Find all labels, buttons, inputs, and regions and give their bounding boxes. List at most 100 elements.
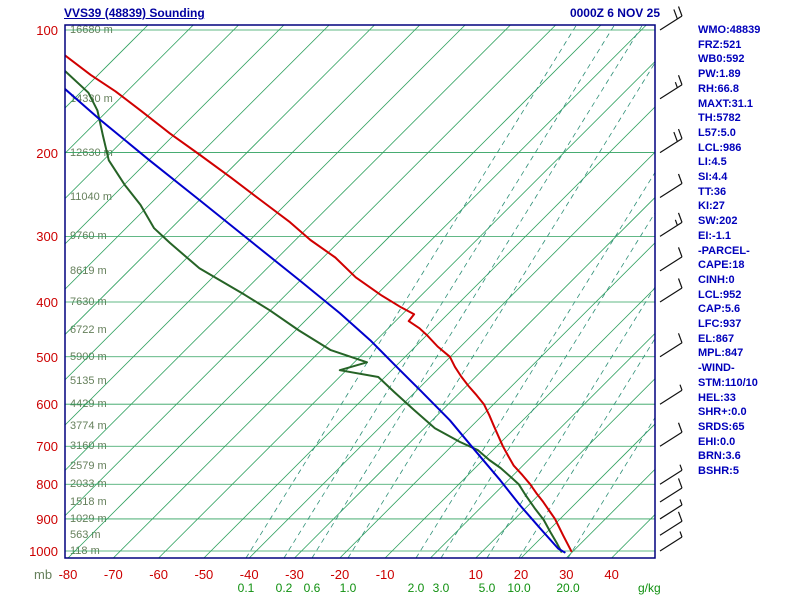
mix-ratio-label: 0.1: [237, 581, 255, 595]
height-label: 3774 m: [70, 419, 107, 432]
height-label: 1518 m: [70, 495, 107, 508]
wind-barb: [659, 531, 683, 552]
wind-barb: [659, 384, 683, 405]
temp-tick-label: -60: [149, 567, 168, 582]
stat-line: -PARCEL-: [698, 244, 750, 257]
stat-line: PW:1.89: [698, 68, 741, 81]
temp-tick-label: -10: [375, 567, 395, 582]
wind-barb: [659, 128, 683, 154]
wind-barb: [659, 247, 683, 272]
stat-line: FRZ:521: [698, 38, 742, 51]
stat-line: STM:110/10: [698, 376, 758, 389]
pressure-tick-label: 200: [36, 145, 58, 161]
stat-line: LCL:952: [698, 288, 742, 301]
stat-line: -WIND-: [698, 362, 735, 375]
pressure-tick-label: 400: [36, 295, 58, 310]
height-label: 14330 m: [70, 92, 113, 105]
height-label: 563 m: [70, 529, 101, 542]
stat-line: CAP:5.6: [698, 303, 741, 316]
temp-tick-label: -20: [330, 567, 350, 582]
mix-ratio-label: 3.0: [432, 581, 450, 595]
height-label: 2579 m: [70, 459, 107, 472]
height-label: 2033 m: [70, 478, 107, 491]
page-title: VVS39 (48839) Sounding: [64, 6, 205, 20]
stat-line: SI:4.4: [698, 171, 728, 184]
wind-barb: [659, 173, 683, 198]
stats-panel: WMO:48839 FRZ:521 WB0:592 PW:1.89 RH:66.8 MAX…: [698, 23, 798, 479]
pressure-tick-label: 100: [36, 23, 58, 38]
pressure-tick-label: 500: [36, 349, 58, 365]
mix-ratio-label: 1.0: [339, 581, 357, 595]
stat-line: WB0:592: [698, 53, 745, 66]
temp-tick-label: 30: [559, 567, 574, 582]
mix-ratio-label: 0.2: [275, 581, 293, 595]
wind-barb: [659, 333, 683, 358]
height-label: 16680 m: [70, 24, 113, 36]
stat-line: KI:27: [698, 200, 725, 213]
temp-tick-label: -50: [194, 567, 214, 582]
curve-wetbulb: [65, 87, 566, 554]
stat-line: EHI:0.0: [698, 435, 736, 448]
wind-barb: [659, 464, 683, 485]
stat-line: EI:-1.1: [698, 229, 732, 242]
mix-ratio-label: 2.0: [407, 581, 425, 595]
stat-line: LI:4.5: [698, 156, 727, 169]
sounding-datetime: 0000Z 6 NOV 25: [569, 6, 660, 20]
height-label: 7630 m: [70, 296, 107, 308]
height-label: 12630 m: [70, 146, 113, 159]
pressure-unit-label: mb: [34, 567, 53, 582]
curve-temperature: [65, 54, 573, 553]
temp-tick-label: -30: [285, 567, 304, 582]
stat-line: TH:5782: [698, 112, 741, 125]
temp-tick-label: -80: [58, 567, 78, 582]
height-label: 3160 m: [70, 440, 107, 453]
height-label: 8619 m: [70, 264, 107, 277]
mixing-unit-label: g/kg: [638, 581, 661, 595]
stat-line: CAPE:18: [698, 259, 745, 272]
mix-ratio-label: 5.0: [478, 581, 496, 595]
pressure-tick-label: 900: [36, 511, 58, 527]
height-label: 11040 m: [70, 191, 112, 204]
temp-tick-label: 10: [468, 567, 483, 582]
height-label: 5900 m: [70, 350, 107, 363]
pressure-tick-label: 600: [36, 397, 58, 413]
stat-line: MPL:847: [698, 347, 744, 360]
wind-barb: [659, 212, 683, 237]
wind-barb: [659, 511, 683, 536]
pressure-tick-label: 1000: [29, 544, 58, 559]
temp-tick-label: -70: [103, 567, 123, 582]
pressure-tick-label: 800: [36, 477, 58, 493]
stat-line: LFC:937: [698, 318, 742, 331]
temp-tick-label: -40: [239, 567, 259, 582]
wind-barb: [659, 422, 683, 447]
stat-line: SW:202: [698, 215, 738, 228]
stat-line: MAXT:31.1: [698, 97, 754, 110]
stat-line: SRDS:65: [698, 420, 745, 433]
temp-tick-label: 20: [513, 567, 529, 582]
stat-line: BRN:3.6: [698, 450, 741, 463]
stat-line: WMO:48839: [698, 24, 761, 36]
wind-barb: [659, 499, 683, 520]
height-label: 9760 m: [70, 230, 107, 243]
wind-barb: [659, 6, 683, 31]
curve-dewpoint: [65, 69, 563, 553]
mix-ratio-label: 20.0: [556, 581, 580, 595]
stat-line: TT:36: [698, 185, 727, 198]
wind-barb: [659, 75, 683, 100]
stat-line: BSHR:5: [698, 465, 739, 478]
wind-barb: [659, 478, 683, 503]
stat-line: CINH:0: [698, 273, 735, 286]
stat-line: L57:5.0: [698, 126, 736, 139]
stat-line: LCL:986: [698, 141, 742, 154]
wind-barb: [659, 278, 683, 303]
height-label: 6722 m: [70, 324, 107, 337]
pressure-tick-label: 300: [36, 229, 58, 245]
stat-line: EL:867: [698, 332, 735, 345]
height-label: 4429 m: [70, 398, 107, 411]
height-label: 1029 m: [70, 512, 107, 525]
stat-line: RH:66.8: [698, 82, 739, 95]
height-label: 118 m: [70, 545, 100, 557]
stat-line: SHR+:0.0: [698, 406, 747, 419]
